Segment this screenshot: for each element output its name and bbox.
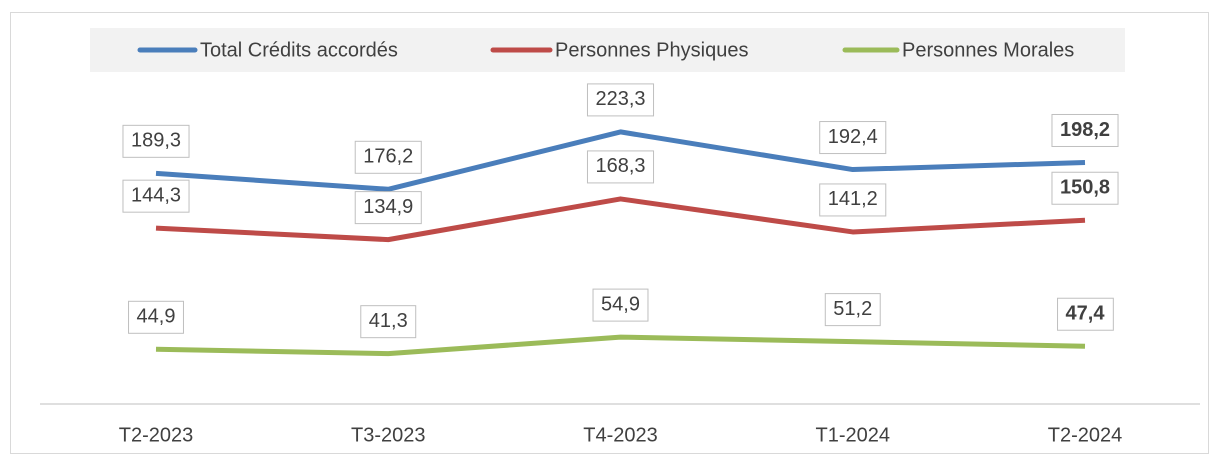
data-label-box xyxy=(128,300,184,334)
series-line xyxy=(155,196,1086,243)
data-label-box xyxy=(122,179,190,213)
data-label-box xyxy=(122,124,190,158)
data-label-box xyxy=(586,83,655,117)
data-label-box xyxy=(354,140,422,174)
data-label: 134,9 xyxy=(363,196,413,218)
legend-background xyxy=(90,28,1125,72)
data-label: 51,2 xyxy=(833,298,872,320)
data-label: 141,2 xyxy=(828,188,878,210)
data-label: 144,3 xyxy=(131,184,181,206)
data-label-box xyxy=(819,183,887,217)
data-label-box xyxy=(1057,297,1114,331)
data-label: 189,3 xyxy=(131,130,181,152)
data-label: 150,8 xyxy=(1060,177,1110,199)
legend-label: Personnes Morales xyxy=(902,39,1074,61)
series-line xyxy=(155,129,1086,192)
legend-label: Total Crédits accordés xyxy=(200,39,398,61)
data-label: 223,3 xyxy=(595,88,645,110)
data-label-box xyxy=(592,288,649,322)
data-label-box xyxy=(354,191,422,225)
data-label-box xyxy=(360,305,417,339)
data-label-box xyxy=(1051,113,1119,147)
data-label: 44,9 xyxy=(137,306,176,328)
data-label: 54,9 xyxy=(601,293,640,315)
x-tick-label: T3-2023 xyxy=(351,424,426,446)
data-label: 168,3 xyxy=(595,155,645,177)
data-label-box xyxy=(1051,171,1119,205)
data-label-box xyxy=(819,121,887,155)
chart-frame xyxy=(10,12,1209,454)
data-label: 47,4 xyxy=(1066,303,1106,325)
data-label: 176,2 xyxy=(363,146,413,168)
series-line xyxy=(155,334,1086,357)
x-tick-label: T2-2024 xyxy=(1048,424,1123,446)
data-label: 198,2 xyxy=(1060,119,1110,141)
data-label: 41,3 xyxy=(369,310,408,332)
x-tick-label: T1-2024 xyxy=(816,424,891,446)
x-tick-label: T2-2023 xyxy=(119,424,194,446)
x-tick-label: T4-2023 xyxy=(583,424,658,446)
legend-label: Personnes Physiques xyxy=(555,39,748,61)
data-label-box xyxy=(586,150,655,184)
data-label: 192,4 xyxy=(828,126,878,148)
data-label-box xyxy=(824,293,881,327)
